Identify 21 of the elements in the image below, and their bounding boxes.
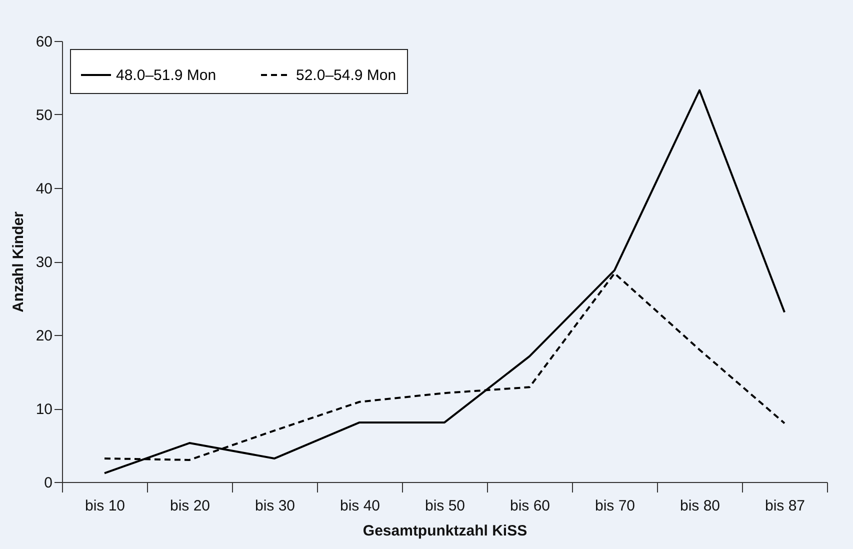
y-tick-label: 60 xyxy=(36,34,52,50)
x-tick-label: bis 80 xyxy=(680,498,720,514)
y-tick-label: 20 xyxy=(36,328,52,344)
x-tick-label: bis 30 xyxy=(254,498,296,514)
x-tick-label: bis 50 xyxy=(424,498,466,514)
x-tick-label: bis 40 xyxy=(340,498,380,514)
x-tick-label: bis 10 xyxy=(84,498,126,514)
x-tick-label: bis 70 xyxy=(594,498,636,514)
y-tick-label: 40 xyxy=(36,180,52,198)
y-tick-label: 10 xyxy=(36,401,52,418)
y-tick-label: 0 xyxy=(44,474,52,492)
x-tick-label: bis 87 xyxy=(764,498,806,514)
x-tick-label: bis 60 xyxy=(510,498,550,514)
y-axis-title: Anzahl Kinder xyxy=(10,211,27,312)
y-tick-label: 30 xyxy=(36,254,52,271)
legend-label: 52.0–54.9 Mon xyxy=(296,67,396,84)
line-series xyxy=(104,89,786,474)
x-tick-label: bis 20 xyxy=(170,498,210,514)
x-axis-title: Gesamtpunktzahl KiSS xyxy=(362,522,528,540)
legend-label: 48.0–51.9 Mon xyxy=(116,67,216,84)
y-tick-label: 50 xyxy=(36,107,52,124)
